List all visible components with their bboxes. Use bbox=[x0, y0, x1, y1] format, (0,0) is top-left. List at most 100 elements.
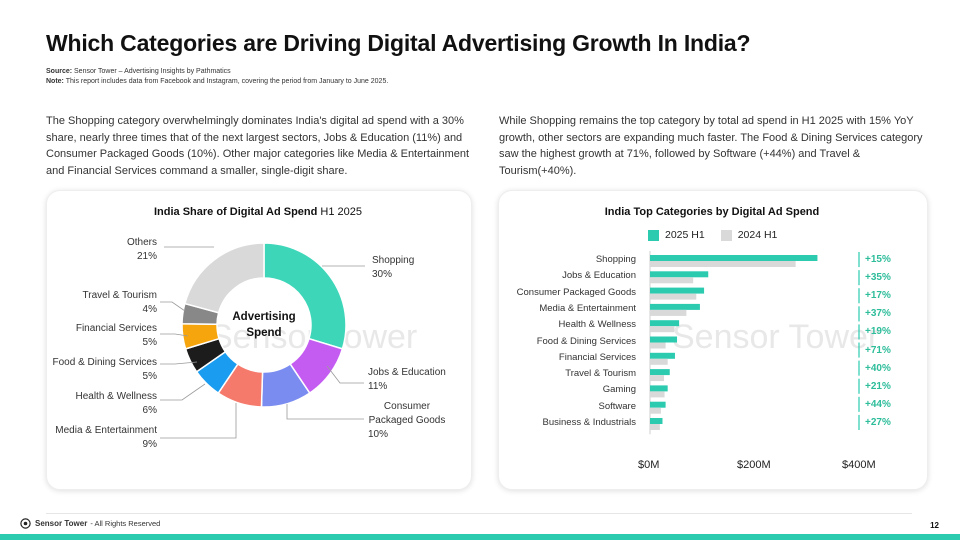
slice-value: 9% bbox=[142, 439, 157, 450]
slice-label-jobs-education: Jobs & Education 11% bbox=[368, 366, 446, 394]
slice-value: 6% bbox=[142, 405, 157, 416]
bar-2024 bbox=[650, 342, 666, 349]
bar-2024 bbox=[650, 407, 661, 414]
slice-name: Consumer Packaged Goods bbox=[368, 401, 446, 426]
source-label: Source: bbox=[46, 68, 73, 75]
bar-2024 bbox=[650, 309, 687, 316]
donut-card bbox=[46, 190, 472, 490]
slice-name: Jobs & Education bbox=[368, 367, 446, 378]
donut-center-line1: Advertising bbox=[232, 311, 296, 323]
slice-value: 11% bbox=[368, 381, 388, 392]
slice-name: Others bbox=[126, 237, 157, 248]
x-tick: $400M bbox=[842, 459, 876, 471]
slice-name: Travel & Tourism bbox=[82, 290, 157, 301]
growth-label: +44% bbox=[865, 398, 891, 410]
bar-legend: 2025 H1 2024 H1 bbox=[648, 229, 793, 241]
donut-slice bbox=[263, 242, 347, 350]
slice-label-health: Health & Wellness 6% bbox=[75, 390, 157, 418]
donut-center-label: Advertising Spend bbox=[214, 309, 314, 341]
bar-2024 bbox=[650, 358, 668, 365]
page-number: 12 bbox=[930, 521, 939, 530]
leader-line bbox=[160, 403, 237, 439]
bar-2025 bbox=[650, 271, 709, 278]
bar-category-label: Travel & Tourism bbox=[565, 368, 636, 380]
legend-item-2025: 2025 H1 bbox=[648, 229, 705, 241]
bar-category-label: Consumer Packaged Goods bbox=[516, 286, 636, 298]
bar-category-label: Business & Industrials bbox=[542, 417, 636, 428]
slice-label-cpg-value: 10% bbox=[368, 429, 389, 440]
bar-category-label: Health & Wellness bbox=[558, 319, 636, 331]
bar-2025 bbox=[650, 401, 666, 408]
bar-category-label: Software bbox=[598, 400, 637, 412]
slice-label-cpg: Consumer Packaged Goods bbox=[368, 400, 446, 428]
bar-title-text: India Top Categories by Digital Ad Spend bbox=[604, 206, 820, 218]
bar-2025 bbox=[650, 320, 680, 327]
growth-label: +19% bbox=[865, 326, 891, 338]
slice-name: Health & Wellness bbox=[75, 391, 157, 402]
right-paragraph: While Shopping remains the top category … bbox=[499, 115, 923, 177]
x-tick: $200M bbox=[737, 459, 771, 471]
note-label: Note: bbox=[46, 78, 64, 85]
donut-title-bold: India Share of Digital Ad Spend bbox=[153, 206, 318, 218]
footer-divider bbox=[46, 513, 912, 514]
bar-title: India Top Categories by Digital Ad Spend bbox=[498, 206, 926, 218]
leader-line bbox=[160, 333, 189, 337]
bar-category-label: Gaming bbox=[602, 384, 636, 396]
donut-slice bbox=[183, 242, 265, 314]
bar-2025 bbox=[650, 336, 678, 343]
leader-line bbox=[160, 361, 198, 365]
source-note: Source: Sensor Tower – Advertising Insig… bbox=[46, 67, 388, 87]
leader-line bbox=[326, 365, 364, 384]
bar-category-label: Financial Services bbox=[558, 351, 636, 363]
legend-swatch bbox=[648, 229, 659, 241]
bar-2024 bbox=[650, 375, 665, 382]
leader-line bbox=[286, 404, 364, 420]
bar-category-label: Jobs & Education bbox=[562, 270, 636, 282]
donut-title-rest: H1 2025 bbox=[317, 206, 363, 218]
bar-2025 bbox=[650, 385, 668, 392]
slice-name: Shopping bbox=[372, 255, 415, 266]
donut-title: India Share of Digital Ad Spend H1 2025 bbox=[46, 206, 470, 218]
slice-label-shopping: Shopping 30% bbox=[372, 254, 414, 282]
sensor-tower-logo-icon bbox=[20, 518, 31, 529]
growth-label: +15% bbox=[865, 254, 891, 265]
slice-label-financial: Financial Services 5% bbox=[76, 322, 157, 350]
leader-line bbox=[160, 301, 186, 312]
footer-rights: - All Rights Reserved bbox=[90, 519, 161, 528]
left-paragraph: The Shopping category overwhelmingly dom… bbox=[46, 115, 470, 177]
bar-2025 bbox=[650, 303, 700, 310]
bar-2025 bbox=[650, 352, 675, 359]
growth-label: +27% bbox=[865, 416, 891, 428]
slice-value: 4% bbox=[142, 304, 157, 315]
growth-label: +17% bbox=[865, 290, 891, 302]
growth-label: +35% bbox=[865, 272, 891, 284]
footer: Sensor Tower - All Rights Reserved bbox=[20, 518, 160, 529]
bar-2024 bbox=[650, 424, 660, 430]
legend-item-2024: 2024 H1 bbox=[720, 229, 777, 241]
bar-category-label: Food & Dining Services bbox=[536, 335, 636, 347]
slice-name: Financial Services bbox=[75, 323, 157, 334]
source-text: Sensor Tower – Advertising Insights by P… bbox=[74, 68, 231, 75]
bar-2025 bbox=[650, 287, 705, 294]
slice-name: Media & Entertainment bbox=[55, 425, 157, 436]
note-text: This report includes data from Facebook … bbox=[65, 78, 389, 85]
legend-label: 2025 H1 bbox=[665, 229, 705, 241]
slice-label-food: Food & Dining Services 5% bbox=[53, 356, 158, 384]
x-tick: $0M bbox=[638, 459, 660, 471]
slice-label-media: Media & Entertainment 9% bbox=[55, 424, 157, 452]
bar-2024 bbox=[650, 326, 675, 333]
bottom-accent-stripe bbox=[0, 534, 960, 540]
page-title: Which Categories are Driving Digital Adv… bbox=[46, 30, 751, 56]
growth-label: +21% bbox=[865, 380, 891, 392]
footer-brand: Sensor Tower bbox=[35, 519, 88, 528]
bar-2024 bbox=[650, 277, 694, 284]
bar-card bbox=[498, 190, 928, 490]
bar-2024 bbox=[650, 293, 697, 300]
bar-2025 bbox=[650, 418, 663, 424]
slice-value: 5% bbox=[142, 337, 157, 348]
leader-line bbox=[160, 383, 206, 401]
slice-label-others: Others 21% bbox=[127, 236, 157, 264]
bar-2024 bbox=[650, 391, 665, 398]
bar-2025 bbox=[650, 369, 670, 376]
